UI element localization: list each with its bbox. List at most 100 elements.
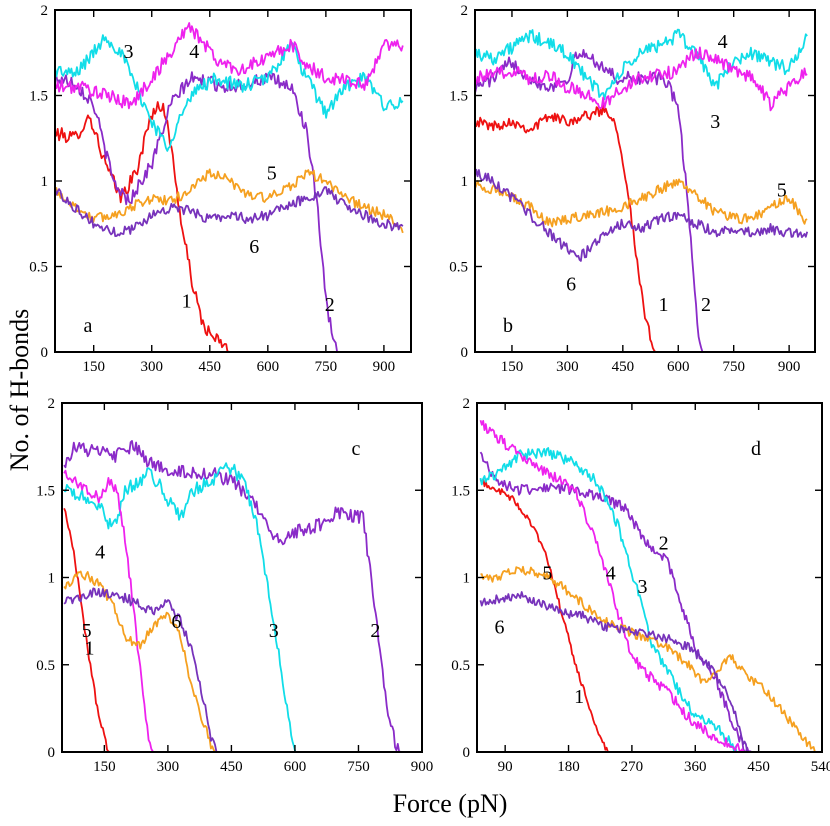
series-label-a-5: 5 xyxy=(267,162,277,184)
series-c-3-line xyxy=(63,462,422,752)
x-tick-label-d-1: 180 xyxy=(557,759,580,775)
y-tick-label-b-1: 0.5 xyxy=(449,260,468,276)
x-tick-label-c-5: 900 xyxy=(411,759,434,775)
x-tick-label-c-2: 450 xyxy=(220,759,243,775)
series-label-c-2: 2 xyxy=(370,620,380,642)
y-tick-label-b-3: 1.5 xyxy=(449,89,468,105)
panel-a: 150 300 450 600 750 900 0 0.5 1 1.5 2 1 2 3 4 5 6 a xyxy=(29,3,412,375)
x-tick-label-b-0: 150 xyxy=(501,359,524,375)
x-tick-label-a-4: 750 xyxy=(315,359,338,375)
series-label-d-4: 4 xyxy=(606,562,616,584)
x-tick-label-d-0: 90 xyxy=(498,759,513,775)
series-label-b-1: 1 xyxy=(658,294,668,316)
y-tick-label-a-3: 1.5 xyxy=(29,89,48,105)
series-a-3-line xyxy=(55,34,404,152)
series-d-3-line xyxy=(479,447,822,752)
series-label-c-4: 4 xyxy=(95,541,105,563)
series-label-c-1: 1 xyxy=(85,637,95,659)
panel-label-d: d xyxy=(751,438,761,460)
series-b-6-line xyxy=(475,168,809,262)
panel-label-c: c xyxy=(352,438,361,460)
x-tick-label-c-4: 750 xyxy=(347,759,370,775)
series-label-a-4: 4 xyxy=(189,41,199,63)
x-tick-label-c-3: 600 xyxy=(284,759,307,775)
x-tick-label-a-2: 450 xyxy=(199,359,222,375)
series-b-1-line xyxy=(475,104,815,352)
y-tick-label-a-2: 1 xyxy=(41,174,49,190)
series-label-a-2: 2 xyxy=(325,294,335,316)
panel-label-b: b xyxy=(503,315,513,337)
series-d-4-line xyxy=(479,420,822,752)
series-c-4-line xyxy=(63,469,422,752)
series-d-5-line xyxy=(480,565,822,752)
series-label-c-5: 5 xyxy=(82,620,92,642)
x-tick-label-a-3: 600 xyxy=(257,359,280,375)
series-label-b-2: 2 xyxy=(701,294,711,316)
x-axis-title: Force (pN) xyxy=(393,789,508,818)
y-tick-label-a-4: 2 xyxy=(41,3,49,19)
x-tick-label-b-4: 750 xyxy=(722,359,745,375)
series-c-1-line xyxy=(63,507,422,752)
x-tick-label-d-5: 540 xyxy=(811,759,830,775)
y-tick-label-b-2: 1 xyxy=(461,174,469,190)
x-tick-label-a-1: 300 xyxy=(140,359,163,375)
curves-c xyxy=(63,440,422,752)
x-tick-label-c-0: 150 xyxy=(93,759,116,775)
x-tick-label-d-4: 450 xyxy=(747,759,770,775)
series-label-d-6: 6 xyxy=(495,616,505,638)
curves-b xyxy=(475,28,815,352)
curves-d xyxy=(479,420,822,752)
series-d-2-line xyxy=(479,451,822,752)
series-label-b-6: 6 xyxy=(566,274,576,296)
y-axis-title: No. of H-bonds xyxy=(5,309,34,472)
series-c-5-line xyxy=(63,570,422,752)
y-tick-label-d-0: 0 xyxy=(463,745,471,761)
y-tick-label-c-1: 0.5 xyxy=(36,658,55,674)
series-c-6-line xyxy=(63,587,422,752)
series-d-6-line xyxy=(479,591,822,752)
series-d-1-line xyxy=(479,478,822,752)
y-tick-label-c-0: 0 xyxy=(48,745,56,761)
series-b-5-line xyxy=(475,178,808,228)
y-tick-label-c-2: 1 xyxy=(48,571,56,587)
y-tick-label-b-4: 2 xyxy=(461,3,469,19)
series-b-3-line xyxy=(475,28,808,101)
y-tick-label-c-3: 1.5 xyxy=(36,483,55,499)
series-label-d-1: 1 xyxy=(574,686,584,708)
panel-c: 150 300 450 600 750 900 0 0.5 1 1.5 2 1 2 3 4 5 6 c xyxy=(36,396,433,775)
x-tick-label-c-1: 300 xyxy=(157,759,180,775)
y-tick-label-a-0: 0 xyxy=(41,345,49,361)
series-label-b-5: 5 xyxy=(777,180,787,202)
y-tick-label-d-4: 2 xyxy=(463,396,471,412)
series-label-d-5: 5 xyxy=(542,562,552,584)
x-tick-label-d-3: 360 xyxy=(684,759,707,775)
series-label-a-6: 6 xyxy=(249,236,259,258)
x-tick-label-b-3: 600 xyxy=(667,359,690,375)
x-tick-label-a-0: 150 xyxy=(82,359,105,375)
y-tick-label-d-3: 1.5 xyxy=(451,483,470,499)
plot-frame-b xyxy=(474,9,816,353)
series-a-5-line xyxy=(55,168,404,234)
x-tick-label-b-5: 900 xyxy=(778,359,801,375)
panel-b: 150 300 450 600 750 900 0 0.5 1 1.5 2 1 2 3 4 5 6 b xyxy=(449,3,816,375)
series-label-b-3: 3 xyxy=(710,111,720,133)
series-label-c-3: 3 xyxy=(269,620,279,642)
y-tick-label-b-0: 0 xyxy=(461,345,469,361)
series-label-a-1: 1 xyxy=(182,291,192,313)
series-label-b-4: 4 xyxy=(718,31,728,53)
y-tick-label-d-2: 1 xyxy=(463,571,471,587)
series-b-4-line xyxy=(475,46,808,112)
x-tick-label-a-5: 900 xyxy=(373,359,396,375)
y-tick-label-c-4: 2 xyxy=(48,396,56,412)
x-tick-label-d-2: 270 xyxy=(621,759,644,775)
series-label-d-2: 2 xyxy=(659,533,669,555)
x-tick-label-b-2: 450 xyxy=(612,359,635,375)
series-a-4-line xyxy=(55,22,404,110)
series-label-a-3: 3 xyxy=(124,41,134,63)
series-c-2-line xyxy=(63,440,422,752)
panel-label-a: a xyxy=(84,315,93,337)
x-tick-label-b-1: 300 xyxy=(556,359,579,375)
series-label-c-6: 6 xyxy=(171,611,181,633)
